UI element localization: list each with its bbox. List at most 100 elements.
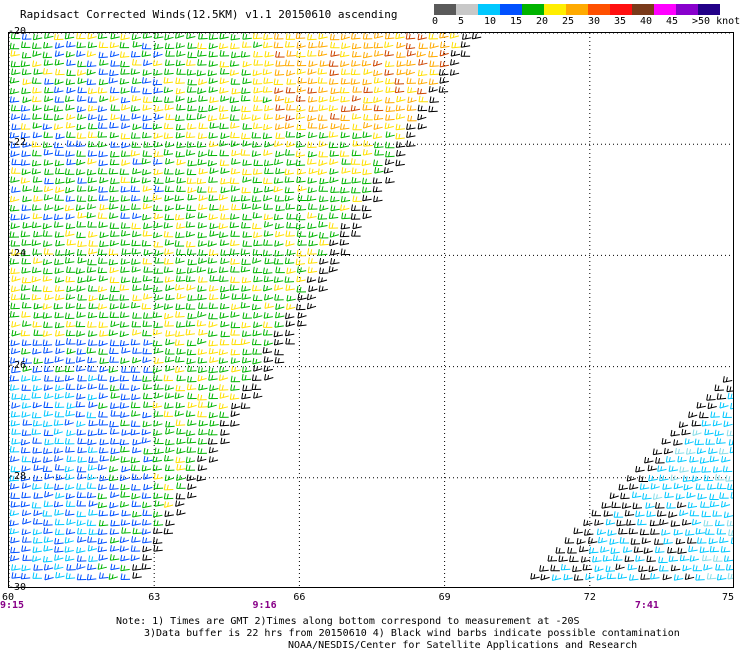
wind-barb (330, 248, 340, 256)
wind-barb (307, 266, 318, 274)
wind-barb (175, 401, 185, 409)
wind-barb (319, 177, 329, 185)
wind-barb (53, 123, 64, 131)
wind-barb (44, 168, 54, 175)
wind-barb (362, 177, 372, 185)
wind-barb (295, 222, 306, 230)
wind-barb (395, 123, 405, 131)
wind-barb (21, 429, 32, 436)
wind-barb (385, 141, 395, 149)
time-label: 7:41 (634, 600, 659, 611)
wind-barb (142, 356, 152, 364)
wind-barb (130, 401, 141, 409)
wind-barb (563, 573, 573, 581)
wind-barb (286, 78, 296, 85)
wind-barb (132, 230, 142, 238)
wind-barb (31, 140, 42, 148)
wind-barb (661, 438, 671, 445)
wind-barb (616, 519, 626, 527)
wind-barb (86, 78, 97, 86)
wind-barb (185, 410, 196, 417)
wind-barb (20, 177, 31, 184)
wind-barb (284, 59, 295, 67)
wind-barb (209, 167, 219, 174)
wind-barb (76, 393, 86, 400)
wind-barb (54, 231, 65, 238)
wind-barb (87, 221, 97, 228)
wind-barb (153, 158, 163, 165)
wind-barb (318, 231, 329, 239)
wind-barb (174, 392, 184, 399)
wind-barb (153, 519, 164, 527)
wind-barb (197, 222, 208, 229)
wind-barb (730, 537, 733, 544)
wind-barb (165, 338, 175, 346)
wind-barb (165, 438, 175, 446)
wind-barb (43, 410, 54, 417)
wind-barb (428, 50, 438, 58)
wind-barb (450, 50, 461, 57)
wind-barb (109, 294, 119, 301)
wind-barb (449, 69, 460, 76)
wind-barb (21, 168, 31, 176)
wind-barb (317, 213, 328, 220)
wind-barb (32, 572, 42, 579)
wind-barb (572, 565, 582, 573)
wind-barb (339, 150, 350, 157)
wind-barb (32, 401, 42, 409)
wind-barb (697, 537, 707, 544)
wind-barb (640, 573, 650, 580)
time-label: 9:15 (0, 600, 25, 611)
wind-barb (208, 293, 219, 301)
wind-barb (230, 213, 240, 220)
wind-barb (274, 158, 284, 166)
wind-map-plot[interactable] (8, 32, 734, 588)
wind-barb (186, 284, 196, 291)
wind-barb (20, 213, 30, 221)
wind-barb (351, 60, 361, 67)
wind-barb (43, 536, 54, 543)
wind-barb (76, 563, 86, 570)
wind-barb (340, 248, 351, 256)
wind-barb (109, 121, 119, 129)
wind-barb (262, 96, 272, 104)
wind-barb (164, 185, 175, 192)
wind-barb (97, 545, 107, 553)
wind-barb (240, 338, 250, 346)
wind-barb (165, 446, 175, 454)
wind-barb (164, 204, 174, 212)
wind-barb (86, 211, 96, 219)
wind-barb (187, 51, 197, 59)
wind-barb (197, 212, 208, 219)
wind-barb (153, 33, 164, 39)
wind-barb (385, 105, 396, 113)
wind-barb (328, 131, 339, 138)
wind-barb (405, 42, 416, 50)
wind-barb (679, 466, 689, 473)
wind-barb (670, 429, 680, 437)
wind-barb (273, 276, 284, 283)
wind-barb (330, 204, 340, 212)
wind-barb (407, 96, 417, 104)
wind-barb (274, 87, 284, 94)
wind-barb (175, 303, 185, 311)
wind-barb (262, 321, 273, 328)
wind-barb (438, 86, 449, 93)
wind-barb (230, 131, 240, 139)
wind-barb (163, 266, 174, 273)
wind-barb (230, 375, 241, 383)
wind-barb (396, 41, 406, 49)
wind-barb (207, 159, 218, 167)
wind-barb (385, 86, 395, 93)
wind-barb (163, 527, 174, 535)
wind-barb (295, 258, 306, 266)
lon-tick-label: 60 (2, 592, 15, 603)
wind-barb (231, 203, 241, 211)
wind-barb (307, 33, 317, 41)
wind-barb (66, 285, 76, 293)
wind-barb (229, 393, 240, 400)
wind-barb (119, 168, 130, 175)
wind-barb (164, 510, 174, 517)
wind-barb (329, 176, 339, 184)
wind-barb (285, 114, 295, 122)
